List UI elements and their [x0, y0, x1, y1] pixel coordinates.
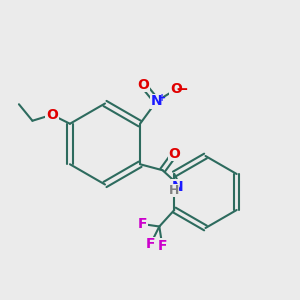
Text: +: +	[158, 93, 166, 103]
Text: O: O	[170, 82, 182, 96]
Text: O: O	[137, 78, 149, 92]
Text: O: O	[169, 147, 181, 161]
Text: N: N	[151, 94, 162, 108]
Text: F: F	[146, 238, 155, 251]
Text: O: O	[46, 108, 58, 122]
Text: N: N	[172, 180, 184, 194]
Text: F: F	[138, 217, 148, 231]
Text: −: −	[175, 82, 188, 97]
Text: F: F	[158, 239, 167, 253]
Text: H: H	[169, 184, 179, 197]
